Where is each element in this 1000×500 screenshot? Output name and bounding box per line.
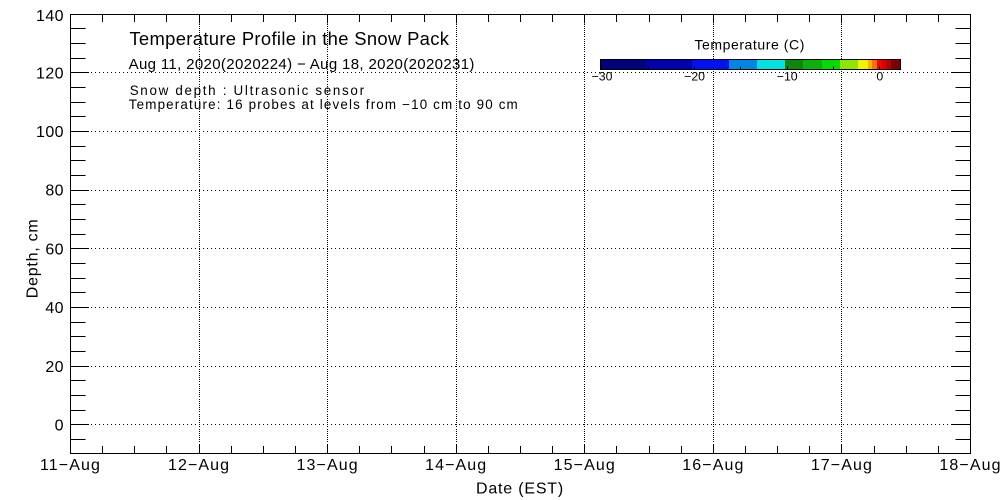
svg-text:0: 0	[876, 70, 883, 84]
svg-text:−30: −30	[592, 70, 613, 84]
svg-text:Snow depth : Ultrasonic sensor: Snow depth : Ultrasonic sensor	[130, 83, 366, 98]
svg-text:13−Aug: 13−Aug	[297, 457, 359, 474]
svg-text:Date (EST): Date (EST)	[476, 481, 564, 498]
svg-text:40: 40	[45, 300, 64, 317]
svg-text:−20: −20	[684, 70, 705, 84]
svg-text:17−Aug: 17−Aug	[811, 457, 873, 474]
svg-text:16−Aug: 16−Aug	[682, 457, 744, 474]
svg-text:Temperature: 16 probes at leve: Temperature: 16 probes at levels from −1…	[129, 97, 519, 112]
svg-text:11−Aug: 11−Aug	[40, 457, 101, 474]
svg-text:0: 0	[55, 418, 64, 435]
svg-text:Aug 11, 2020(2020224) − Aug 18: Aug 11, 2020(2020224) − Aug 18, 2020(202…	[129, 56, 475, 73]
svg-text:60: 60	[45, 241, 64, 258]
svg-text:Depth, cm: Depth, cm	[25, 219, 42, 299]
svg-text:−10: −10	[777, 70, 798, 84]
svg-text:Temperature Profile in the Sno: Temperature Profile in the Snow Pack	[129, 28, 449, 49]
svg-text:100: 100	[36, 124, 64, 141]
svg-text:20: 20	[45, 359, 64, 376]
svg-text:14−Aug: 14−Aug	[425, 457, 487, 474]
svg-text:15−Aug: 15−Aug	[554, 457, 616, 474]
svg-text:120: 120	[36, 65, 64, 82]
svg-text:140: 140	[36, 8, 64, 25]
svg-text:80: 80	[45, 183, 64, 200]
svg-text:18−Aug: 18−Aug	[939, 457, 1000, 474]
svg-text:12−Aug: 12−Aug	[168, 457, 230, 474]
svg-text:Temperature (C): Temperature (C)	[694, 37, 804, 53]
